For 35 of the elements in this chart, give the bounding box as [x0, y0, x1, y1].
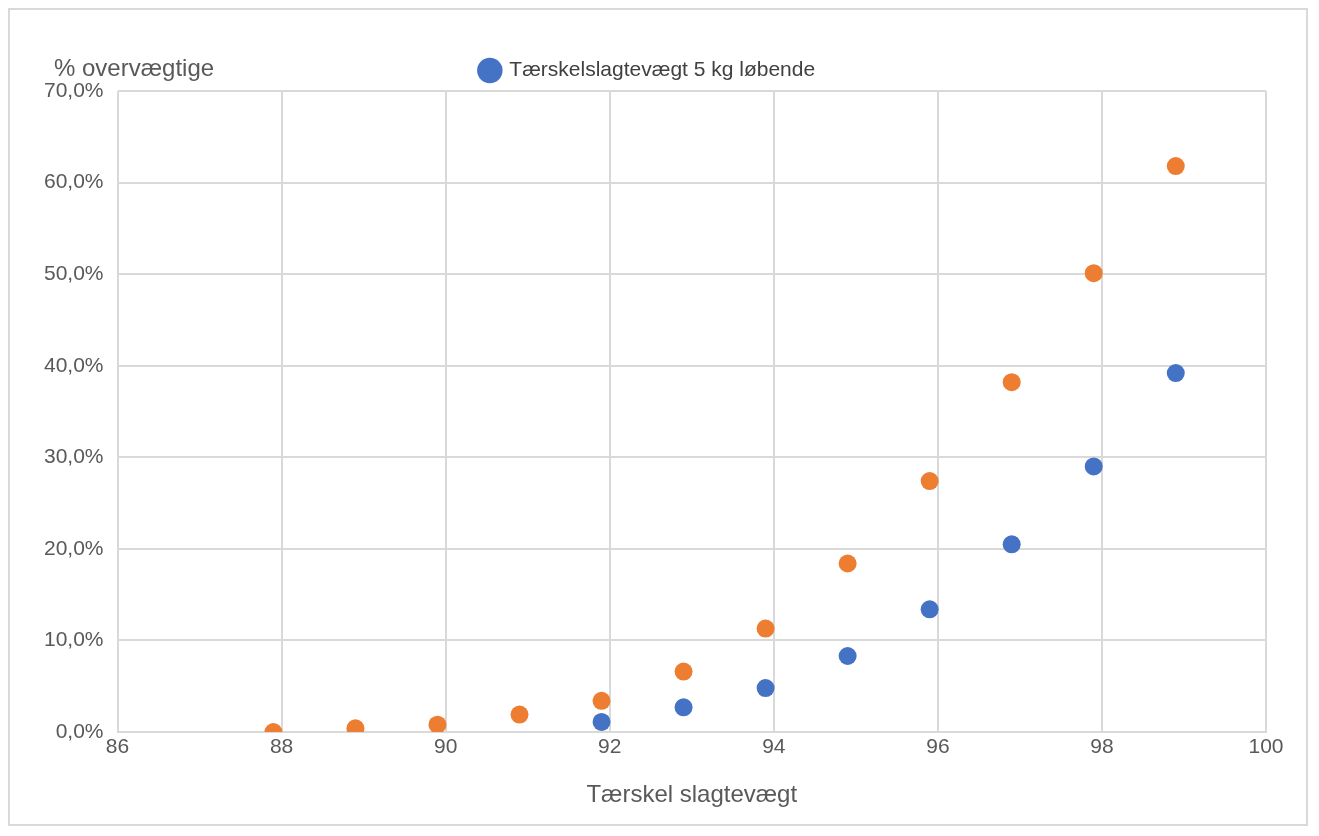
point: [920, 472, 939, 491]
y-tick-label: 10,0%: [44, 627, 104, 651]
x-tick-label: 100: [1248, 734, 1284, 758]
point: [510, 705, 529, 724]
point: [756, 679, 775, 698]
point: [674, 662, 693, 681]
point: [756, 619, 775, 638]
point: [428, 715, 447, 732]
point: [1084, 264, 1103, 283]
y-tick-label: 30,0%: [44, 444, 104, 468]
point: [592, 691, 611, 710]
point: [592, 712, 611, 731]
point: [920, 600, 939, 619]
point: [1084, 457, 1103, 476]
point: [1166, 364, 1185, 383]
legend-label: Tærskelslagtevægt 5 kg løbende: [509, 57, 816, 81]
x-tick-label: 86: [105, 734, 130, 758]
point: [1002, 373, 1021, 392]
x-tick-label: 88: [269, 734, 294, 758]
y-tick-label: 40,0%: [44, 352, 104, 376]
x-tick-label: 92: [598, 734, 622, 758]
y-tick-label: 50,0%: [44, 260, 104, 284]
point: [674, 698, 693, 717]
y-tick-label: 0,0%: [55, 718, 104, 742]
y-tick-label: 60,0%: [44, 169, 104, 193]
point: [838, 647, 857, 665]
point: [838, 554, 857, 573]
point: [1002, 535, 1021, 554]
x-tick-label: 96: [926, 734, 950, 758]
y-tick-label: 20,0%: [44, 535, 104, 559]
point: [1166, 157, 1185, 176]
x-tick-label: 94: [762, 734, 786, 758]
x-axis-title: Tærskel slagtevægt: [586, 780, 798, 808]
x-tick-label: 90: [433, 734, 458, 758]
x-tick-label: 98: [1090, 734, 1114, 758]
